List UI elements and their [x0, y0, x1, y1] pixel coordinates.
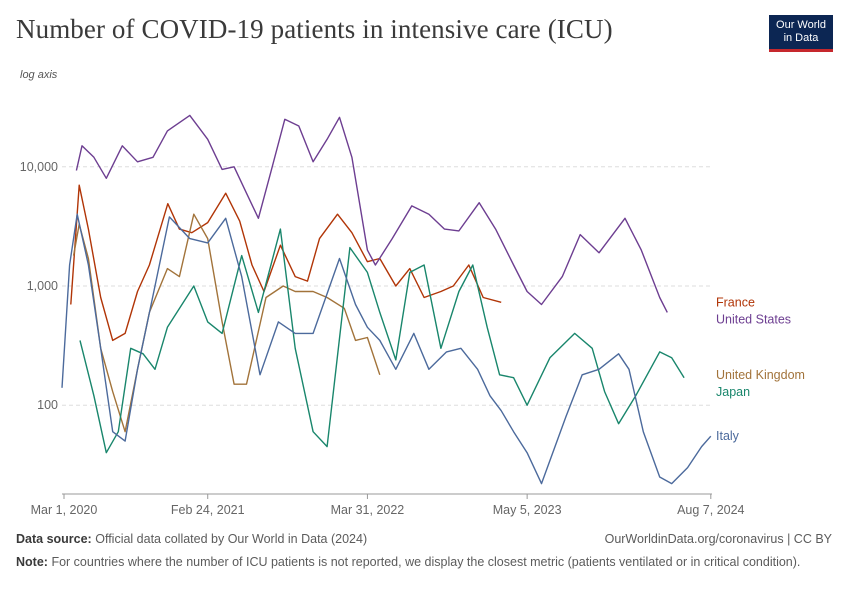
source-url[interactable]: OurWorldinData.org/coronavirus | CC BY — [604, 532, 832, 546]
y-tick-label: 10,000 — [20, 160, 58, 174]
series-label-japan: Japan — [716, 385, 750, 399]
x-tick-label: Aug 7, 2024 — [677, 503, 744, 517]
series-line-italy — [61, 213, 712, 485]
series-label-france: France — [716, 295, 755, 309]
logo-line-2: in Data — [783, 32, 819, 44]
series-line-united-kingdom — [72, 213, 381, 433]
y-tick-label: 100 — [37, 398, 58, 412]
x-tick-label: Feb 24, 2021 — [171, 503, 245, 517]
chart-note: Note: For countries where the number of … — [16, 555, 816, 570]
series-line-france — [70, 184, 502, 342]
y-tick-label: 1,000 — [27, 279, 58, 293]
log-axis-note: log axis — [20, 69, 58, 81]
series-label-united-kingdom: United Kingdom — [716, 368, 805, 382]
x-tick-label: Mar 1, 2020 — [31, 503, 98, 517]
series-line-japan — [79, 228, 685, 454]
data-source-text: Official data collated by Our World in D… — [95, 532, 368, 546]
x-tick-label: Mar 31, 2022 — [331, 503, 405, 517]
note-text: For countries where the number of ICU pa… — [51, 555, 801, 569]
series-label-united-states: United States — [716, 312, 791, 326]
note-label: Note: — [16, 555, 48, 569]
series-line-united-states — [75, 114, 668, 313]
data-source-label: Data source: — [16, 532, 92, 546]
data-source: Data source: Official data collated by O… — [16, 532, 367, 546]
chart-title: Number of COVID-19 patients in intensive… — [16, 14, 613, 44]
series-label-italy: Italy — [716, 429, 740, 443]
x-tick-label: May 5, 2023 — [493, 503, 562, 517]
logo-line-1: Our World — [776, 19, 826, 31]
owid-logo[interactable]: Our World in Data — [769, 15, 833, 52]
